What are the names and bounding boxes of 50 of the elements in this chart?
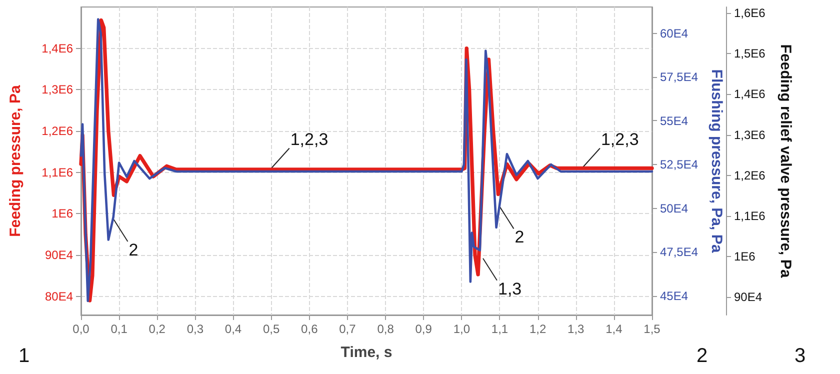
y-tick-label: 80E4 <box>44 289 74 304</box>
y3-tick-label: 1,5E6 <box>734 46 766 61</box>
y-tick-label: 1,4E6 <box>42 41 74 56</box>
y2-axis-title: Flushing pressure, Pa, Pa <box>708 69 725 254</box>
y2-tick-label: 55E4 <box>660 114 688 128</box>
x-tick-label: 0,8 <box>377 322 394 336</box>
y-tick-label: 1,3E6 <box>42 82 74 97</box>
annotation: 2 <box>514 228 524 247</box>
x-tick-label: 0,9 <box>415 322 432 336</box>
y3-tick-label: 90E4 <box>734 290 762 304</box>
x-tick-label: 1,3 <box>568 322 585 336</box>
y2-tick-label: 52,5E4 <box>660 158 698 172</box>
y3-tick-label: 1,3E6 <box>734 128 766 142</box>
x-tick-label: 1,4 <box>606 322 623 336</box>
x-tick-label: 1,2 <box>529 322 546 336</box>
annotation: 1,2,3 <box>600 130 639 150</box>
x-tick-label: 0,2 <box>148 322 166 336</box>
text: 2 <box>696 345 708 367</box>
x-tick-label: 1,5 <box>644 322 661 336</box>
y3-tick-label: 1,4E6 <box>734 87 766 102</box>
y2-tick-label: 50E4 <box>660 201 688 216</box>
text: 3 <box>794 345 806 367</box>
x-tick-label: 1,1 <box>491 322 508 336</box>
annotation: 1,3 <box>498 279 522 298</box>
y2-tick-label: 45E4 <box>660 288 688 303</box>
y2-tick-label: 47,5E4 <box>660 245 698 259</box>
y3-tick-label: 1,1E6 <box>734 208 766 223</box>
y3-tick-label: 1E6 <box>734 250 756 264</box>
y3-axis-title: Feeding relief valve pressure, Pa <box>777 44 794 278</box>
x-tick-label: 0,4 <box>224 322 242 336</box>
annotation: 2 <box>128 240 138 260</box>
y2-tick-label: 60E4 <box>660 26 688 40</box>
y3-tick-label: 1,6E6 <box>734 6 766 20</box>
x-tick-label: 0,6 <box>301 322 318 336</box>
y-axis-title: Feeding pressure, Pa <box>7 84 24 237</box>
y-tick-label: 90E4 <box>44 248 74 262</box>
annotation: 1,2,3 <box>290 130 328 150</box>
x-tick-label: 1,0 <box>453 322 470 336</box>
y3-tick-label: 1,2E6 <box>734 168 766 182</box>
x-tick-label: 0,0 <box>72 322 90 336</box>
y2-tick-label: 57,5E4 <box>660 70 698 84</box>
y-tick-label: 1,1E6 <box>42 165 74 180</box>
x-tick-label: 0,5 <box>262 322 280 336</box>
x-axis-title: Time, s <box>340 344 392 361</box>
x-tick-label: 0,1 <box>110 322 128 336</box>
y-tick-label: 1E6 <box>52 206 74 221</box>
text: 1 <box>18 345 30 367</box>
x-tick-label: 0,7 <box>339 322 356 336</box>
y-tick-label: 1,2E6 <box>42 124 74 138</box>
x-tick-label: 0,3 <box>186 322 204 336</box>
